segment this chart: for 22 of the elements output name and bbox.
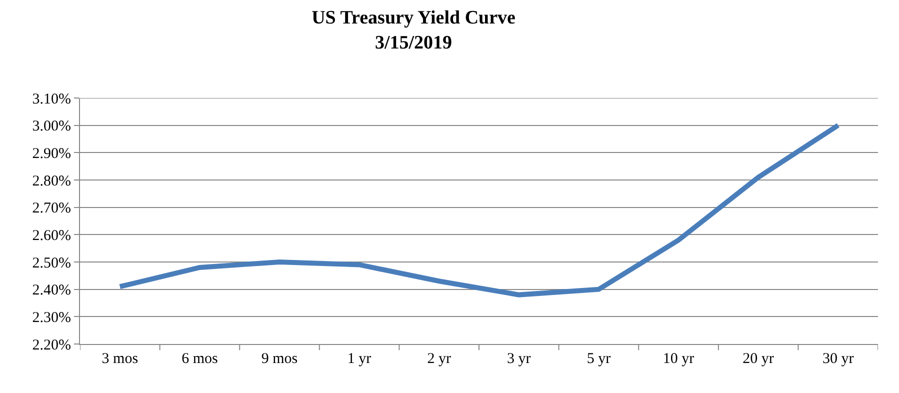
x-tick-label: 1 yr xyxy=(347,351,372,367)
y-tick-label: 2.60% xyxy=(32,228,71,244)
y-tick-label: 2.50% xyxy=(32,255,71,272)
x-tick-label: 20 yr xyxy=(742,351,774,367)
x-tick-label: 6 mos xyxy=(182,351,218,367)
y-tick-label: 2.30% xyxy=(32,310,71,326)
x-tick-label: 5 yr xyxy=(586,351,611,367)
x-tick-label: 2 yr xyxy=(427,351,451,367)
chart-subtitle: 3/15/2019 xyxy=(375,32,452,54)
y-tick-label: 2.70% xyxy=(32,200,71,217)
y-tick-label: 3.10% xyxy=(32,91,71,108)
x-tick-label: 30 yr xyxy=(822,351,854,367)
y-tick-label: 2.40% xyxy=(32,282,71,299)
y-tick-label: 3.00% xyxy=(32,118,71,135)
x-tick-label: 3 mos xyxy=(102,351,138,367)
y-tick-label: 2.20% xyxy=(32,337,71,354)
y-tick-label: 2.80% xyxy=(32,173,71,190)
x-tick-label: 3 yr xyxy=(507,351,531,367)
x-tick-label: 9 mos xyxy=(261,351,298,367)
y-tick-label: 2.90% xyxy=(32,146,71,162)
x-tick-label: 10 yr xyxy=(662,351,694,367)
chart-title: US Treasury Yield Curve xyxy=(312,8,516,29)
